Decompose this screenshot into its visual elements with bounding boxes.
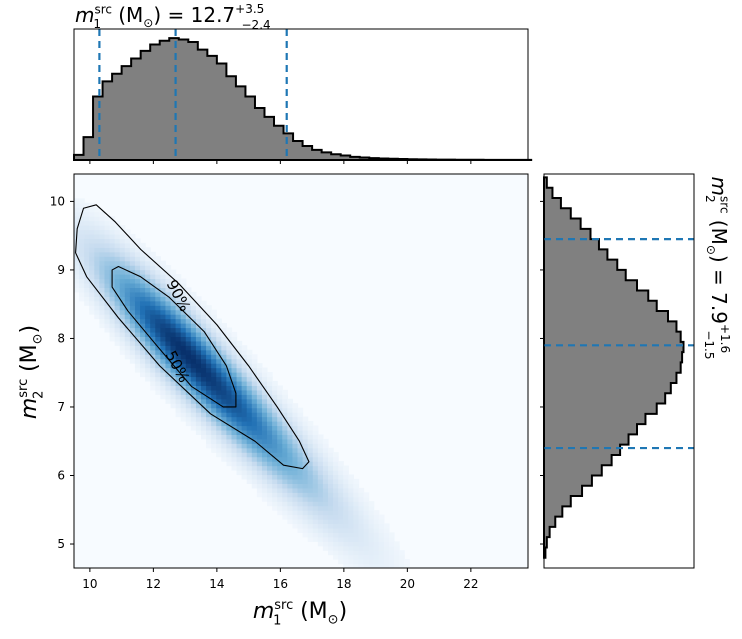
top-marginal-panel	[73, 28, 533, 164]
label-sup: src	[94, 3, 112, 17]
right-marginal-panel	[540, 173, 695, 569]
label-plus: +3.5	[235, 2, 264, 16]
joint-panel-frame	[73, 173, 529, 569]
y-axis-label: msrc2 (M⊙)	[16, 325, 47, 419]
top-title: msrc 1 (M⊙) = 12.7+3.5 −2.4	[75, 2, 271, 32]
label-var: m	[707, 177, 731, 196]
label-unit: (M	[118, 3, 143, 27]
contour-90	[75, 204, 310, 470]
label-unit-sub: ⊙	[31, 333, 46, 344]
label-close: )	[153, 3, 161, 27]
label-sub: 1	[93, 17, 101, 31]
label-value: = 7.9	[707, 263, 731, 324]
x-tick-label: 10	[82, 577, 97, 591]
label-unit: (M	[707, 220, 731, 245]
label-sup: src	[717, 196, 731, 214]
label-sup: src	[274, 598, 293, 613]
x-tick-label: 20	[400, 577, 415, 591]
label-var: m	[253, 599, 274, 624]
label-unit: (M	[300, 599, 328, 624]
y-tick-label: 8	[57, 331, 65, 345]
y-tick-label: 5	[57, 537, 65, 551]
y-tick-label: 9	[57, 263, 65, 277]
label-minus: −2.4	[242, 18, 271, 32]
top-histogram	[73, 37, 533, 161]
right-side-label: msrc2 (M⊙) = 7.9+1.6−1.5	[702, 177, 732, 360]
label-close: )	[707, 255, 731, 263]
right-histogram	[543, 176, 685, 559]
x-tick-label: 12	[146, 577, 161, 591]
label-unit-sub: ⊙	[328, 613, 339, 628]
label-sub: 2	[703, 195, 717, 203]
x-tick-label: 16	[273, 577, 288, 591]
label-unit-sub: ⊙	[143, 16, 153, 30]
label-close: )	[17, 325, 42, 334]
x-tick-label: 22	[463, 577, 478, 591]
y-tick-label: 10	[50, 194, 65, 208]
x-tick-label: 14	[209, 577, 224, 591]
label-var: m	[17, 398, 42, 419]
label-sup: src	[16, 379, 31, 398]
x-axis-label: msrc 1 (M⊙)	[253, 598, 347, 629]
label-close: )	[339, 599, 348, 624]
label-minus: −1.5	[702, 330, 716, 359]
label-sub: 2	[32, 391, 47, 399]
label-unit: (M	[17, 344, 42, 372]
y-tick-label: 6	[57, 468, 65, 482]
x-tick-label: 18	[336, 577, 351, 591]
right-panel-frame	[543, 173, 695, 569]
top-panel-frame	[73, 28, 529, 161]
label-unit-sub: ⊙	[704, 245, 718, 255]
label-value: = 12.7	[161, 3, 235, 27]
label-plus: +1.6	[718, 324, 732, 353]
label-sub: 1	[273, 614, 281, 629]
y-tick-label: 7	[57, 400, 65, 414]
contour-50	[111, 265, 237, 408]
label-var: m	[75, 3, 94, 27]
